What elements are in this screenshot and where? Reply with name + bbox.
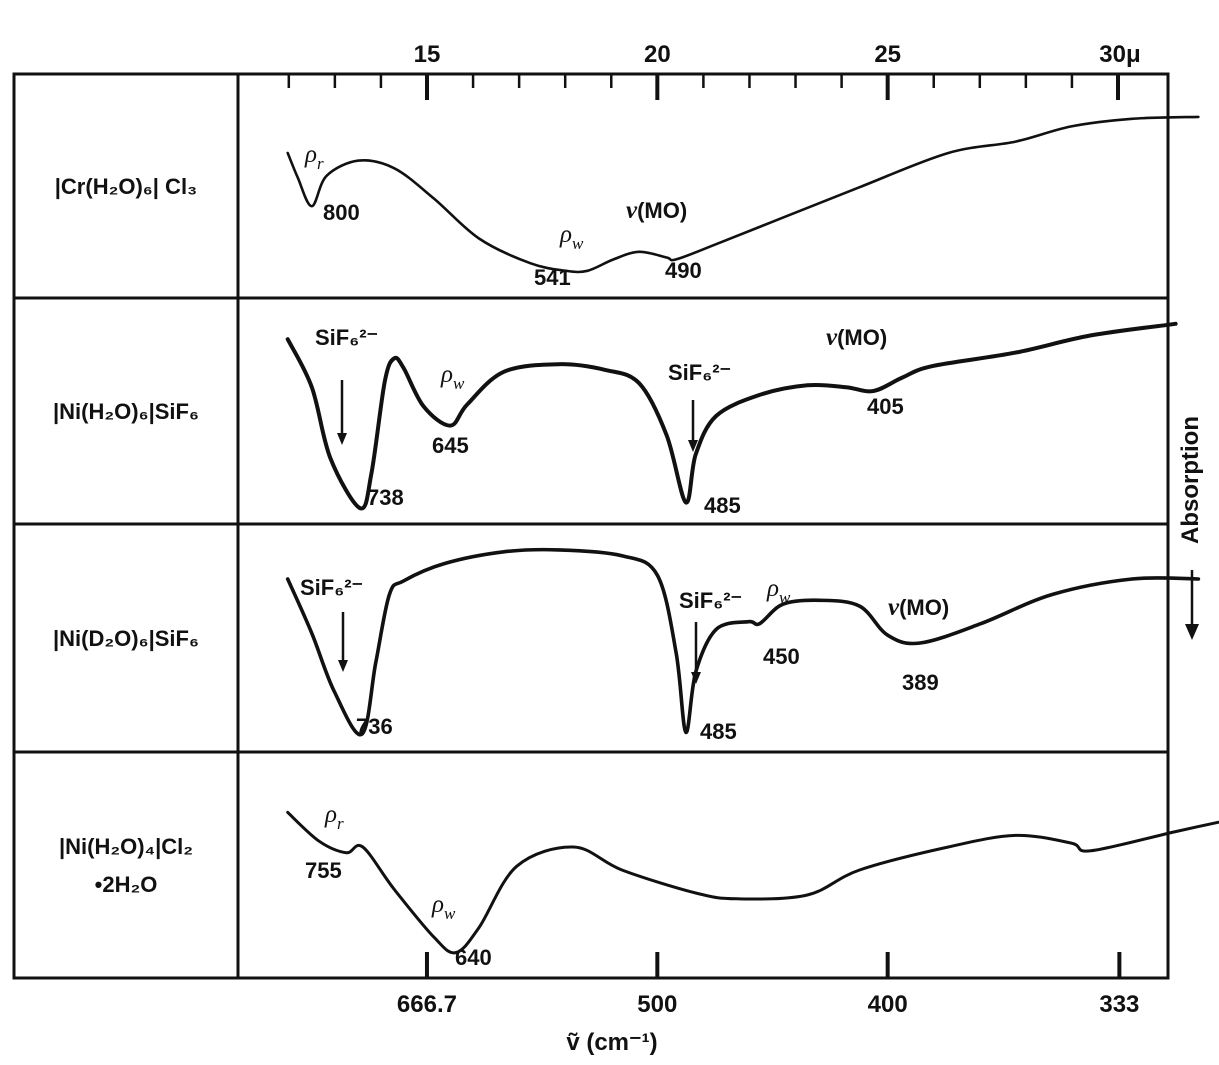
compound-label: |Cr(H₂O)₆| Cl₃ bbox=[55, 174, 197, 199]
band-annotations: ρr 800 ρw 541 ν(MO) 490 SiF₆²⁻ 738 ρw 645 SiF₆²⁻ 48… bbox=[300, 141, 949, 970]
band-wavenumber-label: 736 bbox=[356, 714, 393, 739]
spectra-curves bbox=[285, 115, 1219, 955]
bottom-tick-label: 333 bbox=[1099, 991, 1139, 1018]
band-assignment-label: SiF₆²⁻ bbox=[315, 325, 378, 350]
frame bbox=[12, 72, 1170, 980]
band-assignment-label: ν(MO) bbox=[826, 324, 887, 351]
band-assignment-label: SiF₆²⁻ bbox=[300, 575, 363, 600]
bottom-tick-label: 666.7 bbox=[397, 991, 457, 1018]
bottom-tick-label: 500 bbox=[637, 991, 677, 1018]
outer-frame bbox=[12, 72, 1170, 980]
compound-label: •2H₂O bbox=[95, 872, 158, 897]
band-assignment-label: ν(MO) bbox=[888, 594, 949, 621]
band-assignment-label: SiF₆²⁻ bbox=[668, 360, 731, 385]
band-wavenumber-label: 800 bbox=[323, 200, 360, 225]
band-arrow-head bbox=[337, 433, 347, 445]
top-tick-label: 30μ bbox=[1099, 41, 1140, 68]
band-wavenumber-label: 405 bbox=[867, 394, 904, 419]
band-wavenumber-label: 490 bbox=[665, 258, 702, 283]
band-assignment-label: ρw bbox=[431, 891, 456, 923]
band-wavenumber-label: 755 bbox=[305, 858, 342, 883]
band-assignment-label: ρw bbox=[766, 575, 791, 607]
row-labels: |Cr(H₂O)₆| Cl₃ |Ni(H₂O)₆|SiF₆ |Ni(D₂O)₆|Si… bbox=[53, 174, 199, 897]
band-wavenumber-label: 389 bbox=[902, 670, 939, 695]
spectrum-curve bbox=[286, 810, 1219, 955]
bottom-tick-label: 400 bbox=[868, 991, 908, 1018]
top-tick-label: 20 bbox=[644, 41, 671, 68]
band-wavenumber-label: 541 bbox=[534, 265, 571, 290]
band-wavenumber-label: 645 bbox=[432, 433, 469, 458]
absorption-axis-label: Absorption bbox=[1177, 416, 1204, 544]
spectrum-curve bbox=[285, 547, 1201, 737]
band-wavenumber-label: 450 bbox=[763, 644, 800, 669]
band-assignment-label: ρr bbox=[304, 141, 324, 173]
band-arrow-head bbox=[691, 672, 701, 684]
compound-label: |Ni(D₂O)₆|SiF₆ bbox=[53, 626, 199, 651]
top-tick-label: 15 bbox=[414, 41, 441, 68]
band-assignment-label: ρr bbox=[324, 801, 344, 833]
top-tick-label: 25 bbox=[874, 41, 901, 68]
band-assignment-label: ρw bbox=[440, 361, 465, 393]
spectrum-curve bbox=[286, 115, 1200, 274]
band-arrow-head bbox=[338, 660, 348, 672]
band-wavenumber-label: 485 bbox=[700, 719, 737, 744]
axis-ticks: 15 20 25 30μ 666.7 500 400 333 ṽ (cm⁻¹) Absorptio… bbox=[287, 41, 1204, 1056]
bottom-axis-title: ṽ (cm⁻¹) bbox=[566, 1029, 657, 1056]
compound-label: |Ni(H₂O)₆|SiF₆ bbox=[53, 399, 199, 424]
spectrum-curve bbox=[285, 321, 1178, 511]
absorption-arrow-head bbox=[1185, 624, 1199, 640]
compound-label: |Ni(H₂O)₄|Cl₂ bbox=[59, 834, 193, 859]
band-wavenumber-label: 485 bbox=[704, 493, 741, 518]
band-assignment-label: ν(MO) bbox=[626, 197, 687, 224]
band-wavenumber-label: 738 bbox=[367, 485, 404, 510]
band-assignment-label: ρw bbox=[559, 221, 584, 253]
band-wavenumber-label: 640 bbox=[455, 945, 492, 970]
band-assignment-label: SiF₆²⁻ bbox=[679, 588, 742, 613]
band-arrow-head bbox=[688, 440, 698, 452]
